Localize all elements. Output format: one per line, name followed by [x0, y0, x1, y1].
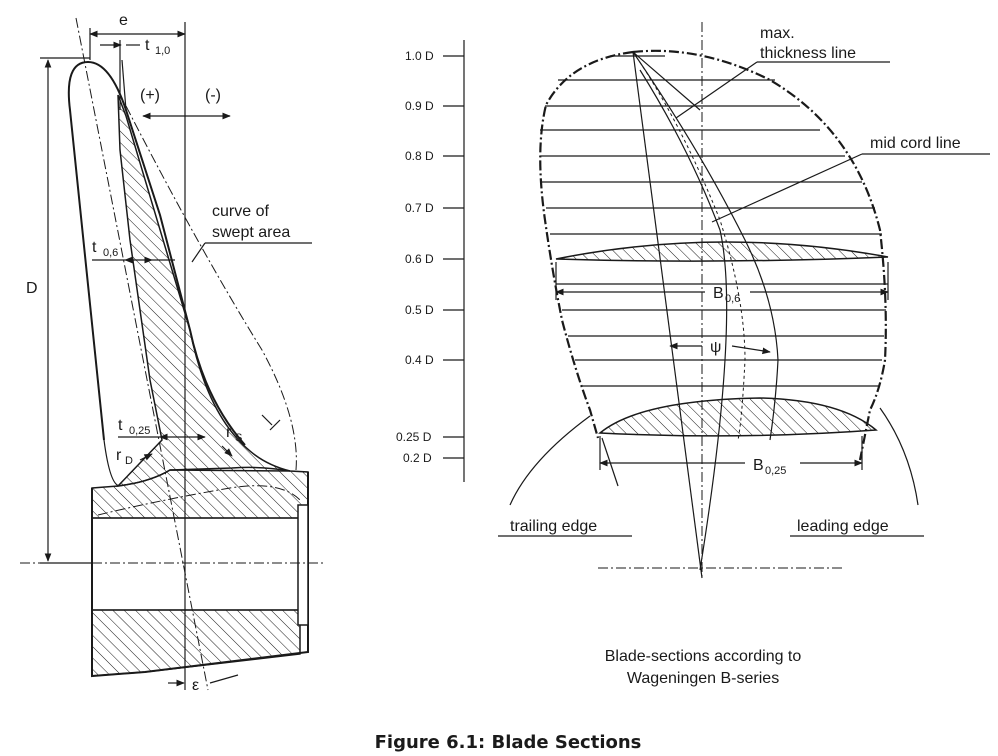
blade-side-view: e t 1,0 (+) (-) D curve of swept area t …	[20, 12, 325, 694]
level-label-0-7: 0.7 D	[405, 201, 434, 215]
label-plus: (+)	[140, 87, 160, 104]
swept-area-curve	[125, 105, 297, 471]
hub-section	[91, 466, 309, 678]
section-0-6	[555, 241, 889, 262]
blade-expanded-outline	[539, 49, 887, 461]
label-t025: t	[118, 417, 123, 434]
label-b025-sub: 0,25	[765, 465, 786, 477]
label-mid-cord-line: mid cord line	[870, 135, 961, 152]
label-t10-sub: 1,0	[155, 45, 170, 57]
label-t06: t	[92, 239, 97, 256]
label-psi: ψ	[710, 339, 721, 356]
caption-line-2: Wageningen B-series	[627, 670, 779, 687]
caption-line-1: Blade-sections according to	[605, 648, 802, 665]
level-label-0-9: 0.9 D	[405, 99, 434, 113]
label-b06-sub: 0,6	[725, 293, 740, 305]
level-label-0-8: 0.8 D	[405, 149, 434, 163]
level-label-0-4: 0.4 D	[405, 353, 434, 367]
label-rd: r	[116, 447, 122, 464]
level-label-1-0: 1.0 D	[405, 49, 434, 63]
label-t10: t	[145, 37, 150, 54]
label-D: D	[26, 280, 38, 297]
label-epsilon: ε	[192, 677, 199, 694]
radius-level-scale: 1.0 D 0.9 D 0.8 D 0.7 D 0.6 D 0.5 D 0.4 …	[396, 40, 465, 482]
label-trailing-edge: trailing edge	[510, 518, 597, 535]
label-max: max.	[760, 25, 795, 42]
label-thickness-line: thickness line	[760, 45, 856, 62]
label-rs-sub: S	[235, 432, 242, 444]
section-0-25	[598, 397, 878, 437]
label-leading-edge: leading edge	[797, 518, 889, 535]
label-t06-sub: 0,6	[103, 247, 118, 259]
blade-expanded-view: 1.0 D 0.9 D 0.8 D 0.7 D 0.6 D 0.5 D 0.4 …	[396, 22, 990, 687]
label-minus: (-)	[205, 87, 221, 104]
label-e: e	[119, 12, 128, 29]
level-label-0-6: 0.6 D	[405, 252, 434, 266]
label-rs: r	[226, 424, 232, 441]
label-t025-sub: 0,25	[129, 425, 150, 437]
mid-cord-line	[632, 51, 779, 441]
label-b025: B	[753, 457, 764, 474]
figure-caption: Figure 6.1: Blade Sections	[375, 732, 642, 753]
blade-outline	[67, 59, 291, 488]
label-swept-area: swept area	[212, 224, 290, 241]
max-thickness-line	[632, 51, 746, 441]
level-label-0-2: 0.2 D	[403, 451, 432, 465]
label-rd-sub: D	[125, 455, 133, 467]
level-label-0-25: 0.25 D	[396, 430, 432, 444]
label-curve-of: curve of	[212, 203, 269, 220]
label-b06: B	[713, 285, 724, 302]
level-label-0-5: 0.5 D	[405, 303, 434, 317]
